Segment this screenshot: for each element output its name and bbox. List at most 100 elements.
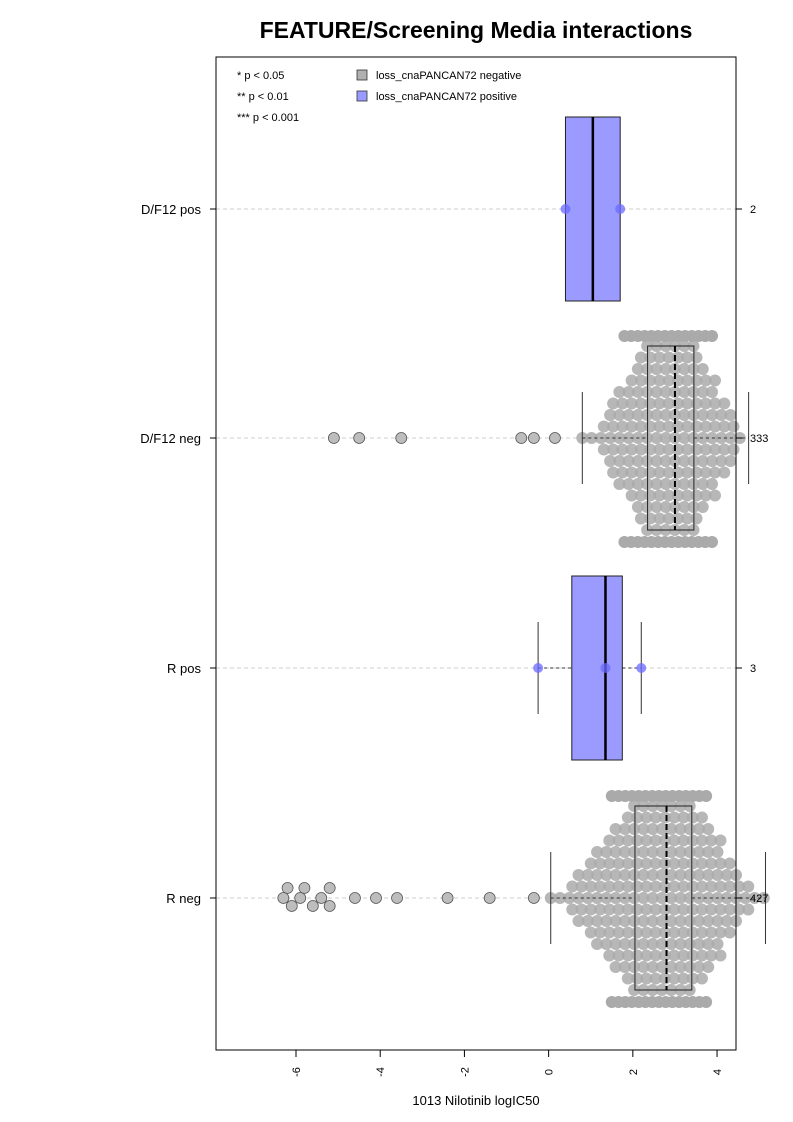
swarm-point	[628, 800, 641, 812]
swarm-point	[637, 961, 650, 973]
swarm-point	[674, 938, 687, 950]
swarm-point	[618, 915, 631, 927]
swarm-point	[653, 420, 666, 433]
swarm-point	[612, 857, 625, 870]
swarm-point	[702, 892, 715, 904]
swarm-point	[702, 823, 715, 835]
swarm-point	[628, 984, 641, 996]
swarm-point	[686, 903, 699, 916]
outlier-point	[527, 892, 540, 904]
outlier-point	[515, 432, 528, 444]
swarm-point	[658, 903, 671, 916]
swarm-point	[597, 443, 610, 456]
swarm-point	[659, 501, 672, 513]
swarm-point	[677, 834, 690, 847]
swarm-point	[727, 443, 740, 456]
swarm-point	[631, 478, 644, 490]
swarm-point	[686, 811, 699, 824]
swarm-point	[723, 926, 736, 939]
swarm-point	[665, 846, 678, 858]
swarm-point	[612, 926, 625, 939]
swarm-point	[649, 857, 662, 870]
swarm-point	[709, 420, 721, 433]
swarm-point	[706, 455, 718, 467]
swarm-point	[659, 432, 672, 444]
swarm-point	[674, 869, 687, 881]
swarm-point	[681, 512, 694, 525]
swarm-point	[668, 455, 681, 467]
swarm-point	[625, 443, 638, 456]
swarm-point	[621, 972, 634, 985]
swarm-point	[622, 386, 635, 398]
swarm-point	[674, 846, 687, 858]
swarm-point	[621, 857, 634, 870]
swarm-point	[659, 409, 672, 421]
swarm-point	[692, 846, 705, 858]
swarm-point	[628, 846, 641, 858]
swarm-point	[622, 432, 635, 444]
outlier-point	[298, 882, 311, 894]
swarm-point	[711, 846, 724, 858]
group-count: 2	[750, 204, 756, 216]
swarm-point	[658, 949, 671, 962]
swarm-point	[659, 478, 672, 490]
swarm-point	[681, 420, 694, 433]
swarm-point	[637, 823, 650, 835]
swarm-point	[668, 811, 681, 824]
swarm-point	[637, 892, 650, 904]
swarm-point	[695, 834, 708, 847]
swarm-point	[686, 834, 699, 847]
swarm-point	[631, 949, 644, 962]
swarm-point	[621, 949, 634, 962]
swarm-point	[612, 949, 625, 962]
swarm-point	[678, 363, 691, 375]
swarm-point	[658, 926, 671, 939]
swarm-point	[686, 857, 699, 870]
swarm-point	[604, 455, 617, 467]
swarm-point	[662, 489, 675, 502]
swarm-point	[634, 420, 647, 433]
swarm-point	[662, 466, 675, 479]
swarm-point	[650, 455, 663, 467]
swarm-point	[616, 466, 629, 479]
swarm-point	[591, 892, 604, 904]
swarm-point	[723, 903, 736, 916]
swarm-point	[714, 857, 727, 870]
swarm-point	[603, 926, 616, 939]
swarm-point	[609, 892, 622, 904]
swarm-point	[699, 489, 712, 502]
swarm-point	[695, 903, 708, 916]
swarm-point	[714, 880, 727, 893]
group-count: 427	[750, 893, 768, 905]
swarm-point	[607, 466, 620, 479]
swarm-point	[696, 409, 709, 421]
significance-legend-entry: * p < 0.05	[237, 70, 284, 82]
swarm-point	[709, 374, 721, 387]
data-point	[533, 663, 544, 673]
outlier-point	[353, 432, 366, 444]
swarm-point	[622, 478, 635, 490]
swarm-point	[705, 880, 718, 893]
swarm-point	[677, 811, 690, 824]
swarm-point	[696, 478, 709, 490]
swarm-point	[616, 443, 629, 456]
x-tick-label: -2	[459, 1067, 471, 1077]
outlier-point	[441, 892, 454, 904]
swarm-point	[705, 949, 718, 962]
swarm-point	[634, 351, 647, 364]
swarm-point	[706, 409, 718, 421]
swarm-point	[653, 374, 666, 387]
x-axis: -6 -4 -2 0 2 4	[291, 1049, 724, 1077]
swarm-point	[653, 512, 666, 525]
swarm-point	[628, 961, 641, 973]
swarm-point	[631, 857, 644, 870]
swarm-point	[600, 846, 613, 858]
swarm-point	[634, 512, 647, 525]
swarm-point	[554, 892, 566, 904]
swarm-point	[655, 846, 668, 858]
swarm-point	[572, 915, 585, 927]
x-tick-label: -6	[291, 1067, 303, 1077]
x-tick-label: -4	[375, 1067, 387, 1077]
swarm-point	[692, 869, 705, 881]
